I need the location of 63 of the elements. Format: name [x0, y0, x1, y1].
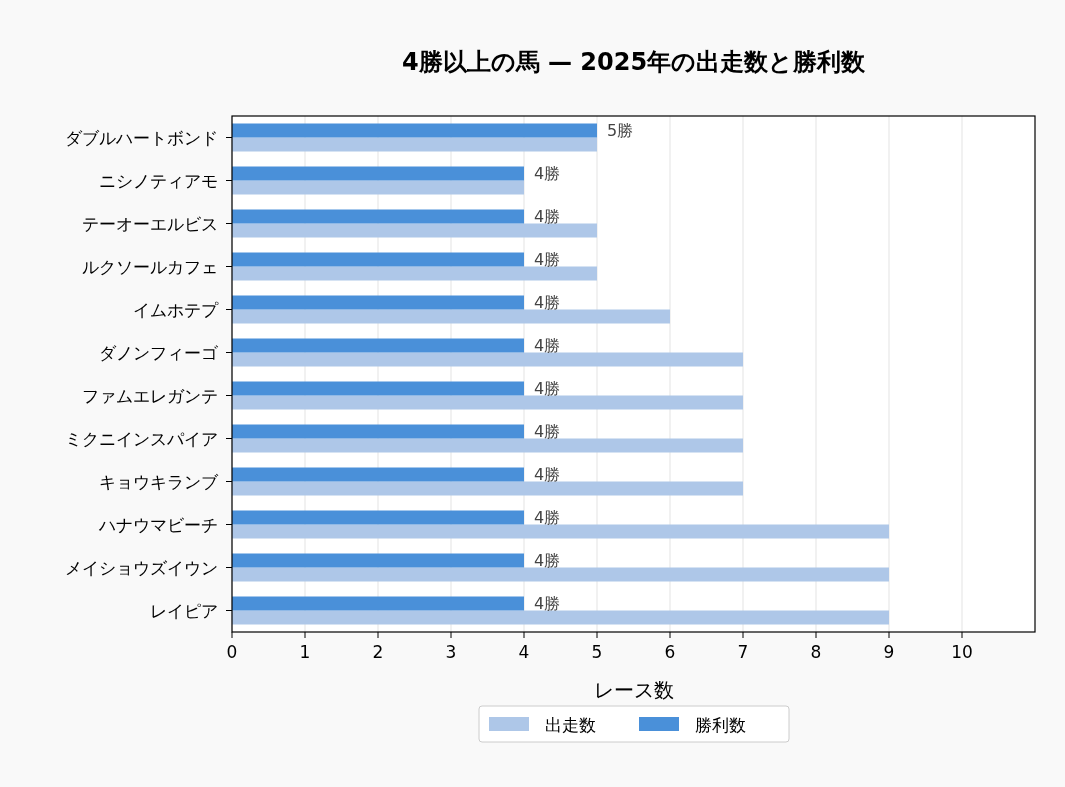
data-label: 4勝: [534, 378, 561, 398]
y-tick-label: ダブルハートボンド: [65, 127, 218, 148]
chart-title: 4勝以上の馬 — 2025年の出走数と勝利数: [401, 48, 867, 76]
bar: [232, 252, 524, 267]
data-label: 4勝: [534, 335, 561, 355]
y-tick-label: ニシノティアモ: [99, 170, 218, 191]
x-tick-label: 5: [591, 642, 603, 662]
x-tick-label: 8: [810, 642, 822, 662]
x-tick-label: 3: [445, 642, 457, 662]
data-label: 4勝: [534, 249, 561, 269]
bar: [232, 610, 889, 625]
bar: [232, 180, 524, 195]
bar: [232, 395, 743, 410]
data-label: 4勝: [534, 464, 561, 484]
data-label: 4勝: [534, 163, 561, 183]
bar: [232, 553, 524, 568]
bar: [232, 123, 597, 138]
legend-label: 勝利数: [695, 715, 746, 735]
bar: [232, 338, 524, 353]
bar: [232, 223, 597, 238]
y-tick-label: ファムエレガンテ: [82, 385, 218, 406]
y-tick-label: キョウキランブ: [99, 471, 219, 492]
bar: [232, 467, 524, 482]
data-label: 4勝: [534, 593, 561, 613]
data-label: 5勝: [607, 120, 634, 140]
bar: [232, 166, 524, 181]
y-tick-label: レイピア: [150, 600, 218, 621]
bar: [232, 352, 743, 367]
y-tick-label: ミクニインスパイア: [65, 428, 218, 449]
bar: [232, 381, 524, 396]
x-tick-label: 10: [951, 642, 973, 662]
bar: [232, 481, 743, 496]
bar: [232, 438, 743, 453]
y-tick-label: ルクソールカフェ: [82, 256, 218, 277]
x-tick-label: 4: [518, 642, 530, 662]
data-label: 4勝: [534, 206, 561, 226]
bar: [232, 524, 889, 539]
y-tick-label: ダノンフィーゴ: [99, 342, 219, 363]
bar: [232, 424, 524, 439]
x-tick-label: 2: [372, 642, 384, 662]
x-tick-label: 1: [299, 642, 311, 662]
x-tick-label: 0: [226, 642, 238, 662]
x-tick-label: 9: [883, 642, 895, 662]
bar: [232, 309, 670, 324]
bar: [232, 295, 524, 310]
y-tick-label: ハナウマビーチ: [98, 514, 218, 535]
y-tick-label: テーオーエルビス: [82, 213, 218, 234]
data-label: 4勝: [534, 421, 561, 441]
data-label: 4勝: [534, 292, 561, 312]
bar: [232, 510, 524, 525]
data-label: 4勝: [534, 550, 561, 570]
bar: [232, 137, 597, 152]
bar: [232, 567, 889, 582]
x-tick-label: 7: [737, 642, 749, 662]
y-tick-label: イムホテプ: [133, 299, 219, 320]
bar: [232, 209, 524, 224]
x-axis-title: レース数: [593, 678, 674, 702]
data-label: 4勝: [534, 507, 561, 527]
bar: [232, 266, 597, 281]
bar: [232, 596, 524, 611]
x-tick-label: 6: [664, 642, 676, 662]
legend-label: 出走数: [545, 715, 596, 735]
y-tick-label: メイショウズイウン: [65, 557, 218, 578]
